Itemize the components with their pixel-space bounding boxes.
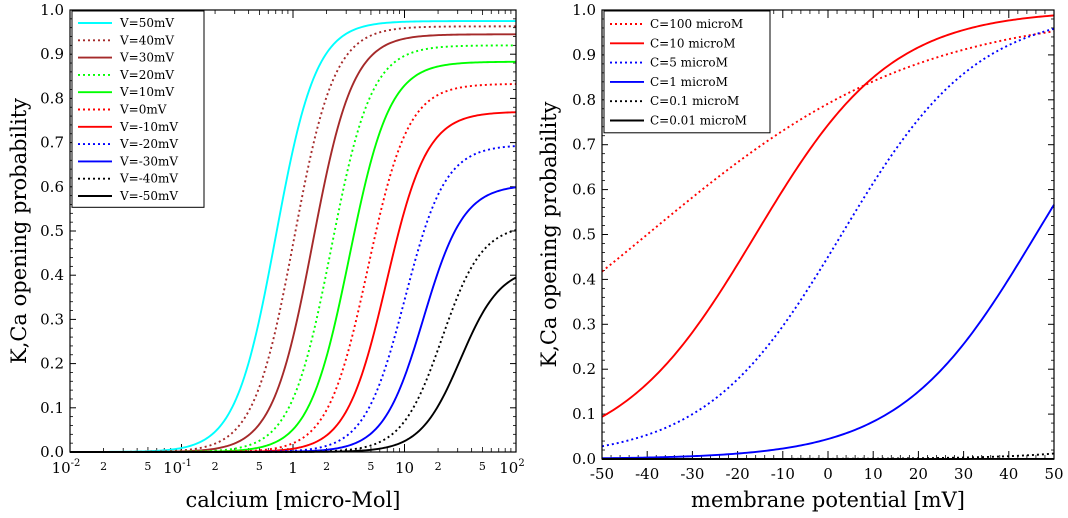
right-legend-box <box>603 10 771 134</box>
left-legend-label: V=10mV <box>119 85 174 99</box>
right-ytick-label: 0.6 <box>572 181 596 199</box>
left-ytick-label: 0.8 <box>40 89 64 107</box>
left-series-line <box>70 83 517 453</box>
left-xtick-exponent: -2 <box>71 458 81 469</box>
left-legend: V=50mV V=40mV V=30mV V=20mV V=10mV V=0mV V=-10… <box>71 10 205 208</box>
right-x-axis-label: membrane potential [mV] <box>691 488 965 512</box>
right-plot-frame <box>601 9 1055 460</box>
left-series-line <box>70 44 517 453</box>
left-chart: 0.00.10.20.30.40.50.60.70.80.91.010-2 10-… <box>7 1 525 512</box>
left-xtick-minor-label: 2 <box>323 460 330 473</box>
left-xtick-minor-label: 2 <box>435 460 442 473</box>
left-legend-label: V=30mV <box>119 51 174 65</box>
left-xtick-label: 10-1 <box>163 458 192 477</box>
left-ytick-label: 0.1 <box>40 399 64 417</box>
right-legend-label: C=5 microM <box>650 56 728 70</box>
right-xtick-label: 30 <box>954 465 973 483</box>
right-series-line <box>601 14 1055 418</box>
left-ytick-label: 0.0 <box>40 443 64 461</box>
right-series-line <box>601 27 1055 448</box>
left-xtick-minor-label: 5 <box>256 460 263 473</box>
left-ytick-label: 0.4 <box>40 266 64 284</box>
left-y-axis-label: K,Ca opening probability <box>7 98 31 364</box>
right-xtick-label: -40 <box>635 465 659 483</box>
right-ytick-label: 0.2 <box>572 360 596 378</box>
right-ytick-label: 0.3 <box>572 315 596 333</box>
left-ytick-label: 0.5 <box>40 222 64 240</box>
left-xtick-minor-label: 2 <box>100 460 107 473</box>
left-legend-label: V=-10mV <box>119 120 178 134</box>
right-ytick-label: 0.4 <box>572 270 596 288</box>
right-series-line <box>601 204 1055 460</box>
right-y-axis-label: K,Ca opening probability <box>537 101 561 367</box>
right-ytick-label: 0.1 <box>572 405 596 423</box>
left-series-line <box>70 186 517 453</box>
left-xtick-base: 10 <box>499 459 518 477</box>
left-series-line <box>70 276 517 453</box>
right-xtick-label: -10 <box>771 465 795 483</box>
left-xtick-label: 102 <box>499 458 524 477</box>
right-xtick-label: 20 <box>909 465 928 483</box>
left-xtick-minor-label: 5 <box>144 460 151 473</box>
left-xtick-exponent: -1 <box>182 458 192 469</box>
left-xtick-minor-label: 2 <box>212 460 219 473</box>
left-legend-label: V=50mV <box>119 16 174 30</box>
right-ytick-label: 0.5 <box>572 226 596 244</box>
left-legend-label: V=0mV <box>119 103 167 117</box>
left-xtick-exponent: 2 <box>518 458 524 469</box>
left-ytick-label: 0.9 <box>40 45 64 63</box>
right-ytick-label: 0.8 <box>572 91 596 109</box>
right-legend-label: C=1 microM <box>650 75 728 89</box>
right-legend-label: C=10 microM <box>650 36 736 50</box>
right-series-line <box>601 30 1055 273</box>
left-legend-label: V=-30mV <box>119 154 178 168</box>
right-xtick-label: -30 <box>680 465 704 483</box>
left-ytick-label: 0.6 <box>40 178 64 196</box>
right-legend-label: C=100 microM <box>650 17 743 31</box>
left-legend-label: V=-50mV <box>119 189 178 203</box>
right-xtick-label: 0 <box>823 465 833 483</box>
right-legend-label: C=0.01 microM <box>650 114 747 128</box>
left-xtick-label: 1 <box>288 459 298 477</box>
right-xtick-label: -50 <box>590 465 614 483</box>
left-ytick-label: 0.3 <box>40 310 64 328</box>
left-x-axis-label: calcium [micro-Mol] <box>185 488 400 512</box>
left-plot-frame <box>69 9 517 453</box>
left-xtick-base: 10 <box>395 459 414 477</box>
left-legend-label: V=-20mV <box>119 137 178 151</box>
left-xtick-minor-label: 5 <box>367 460 374 473</box>
right-legend-label: C=0.1 microM <box>650 94 739 108</box>
left-ytick-label: 0.2 <box>40 355 64 373</box>
left-legend-label: V=40mV <box>119 33 174 47</box>
left-legend-label: V=20mV <box>119 68 174 82</box>
left-xtick-base: 10 <box>52 459 71 477</box>
right-legend: C=100 microM C=10 microM C=5 microM C=1 mic… <box>603 10 771 134</box>
left-xtick-label: 10 <box>395 459 414 477</box>
right-xtick-label: 50 <box>1044 465 1063 483</box>
right-ytick-label: 1.0 <box>572 1 596 19</box>
left-ytick-label: 1.0 <box>40 1 64 19</box>
left-xtick-base: 1 <box>288 459 298 477</box>
right-ytick-label: 0.0 <box>572 450 596 468</box>
right-chart: 0.0 0.1 0.2 0.3 0.4 0.5 0.6 0.7 0.8 0.9 1.0 -50 -40 -… <box>537 1 1064 512</box>
right-ytick-label: 0.7 <box>572 136 596 154</box>
right-xtick-label: -20 <box>726 465 750 483</box>
left-series-line <box>70 25 516 453</box>
right-xtick-label: 40 <box>999 465 1018 483</box>
left-xtick-label: 10-2 <box>52 458 81 477</box>
left-xtick-base: 10 <box>163 459 182 477</box>
left-legend-label: V=-40mV <box>119 172 178 186</box>
left-xtick-minor-label: 5 <box>479 460 486 473</box>
right-ytick-label: 0.9 <box>572 46 596 64</box>
left-ytick-label: 0.7 <box>40 134 64 152</box>
right-xtick-label: 10 <box>864 465 883 483</box>
